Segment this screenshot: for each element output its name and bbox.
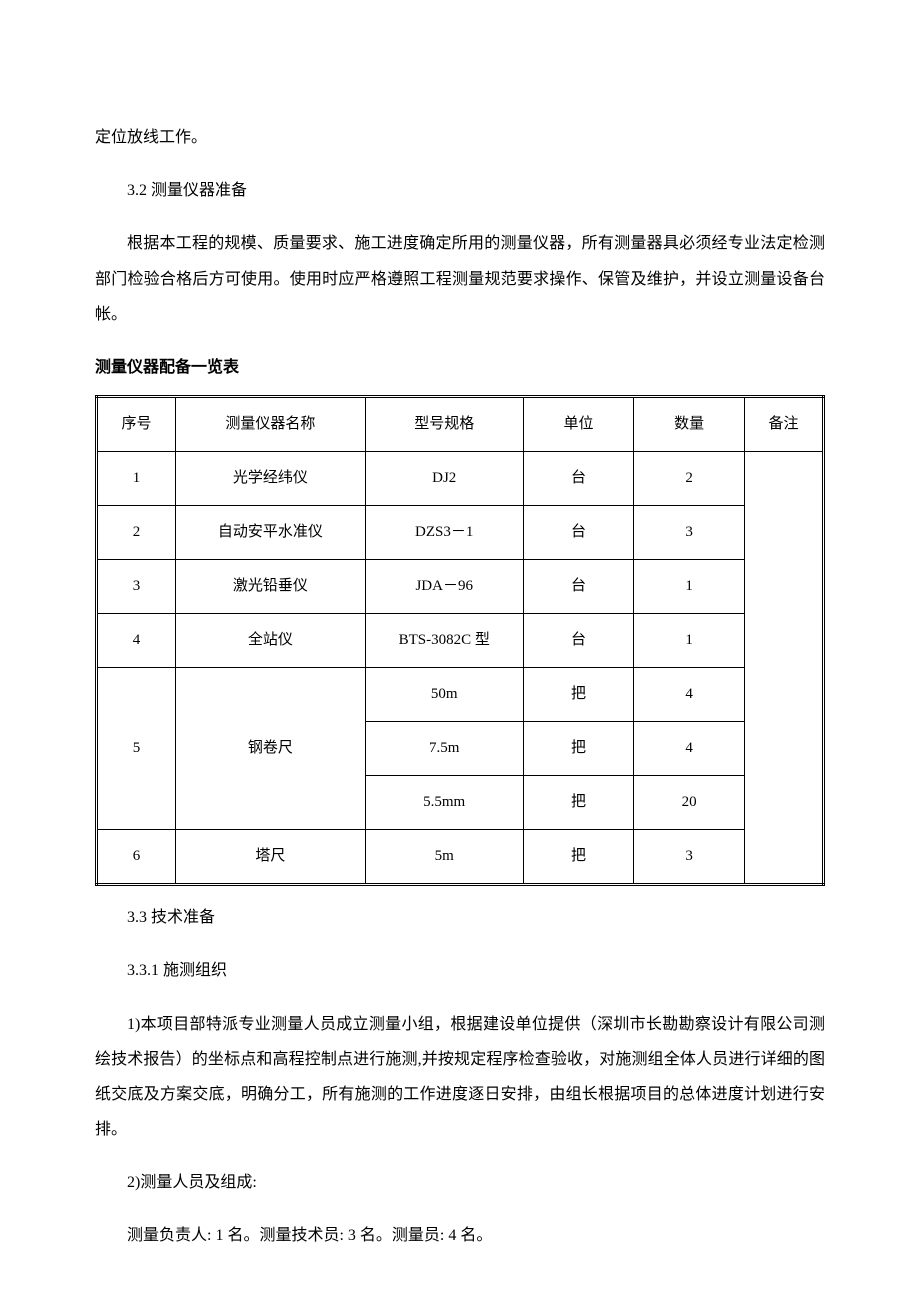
cell: 全站仪 — [176, 614, 366, 668]
paragraph: 2)测量人员及组成: — [95, 1165, 825, 1200]
cell: 3 — [634, 830, 745, 885]
cell: 台 — [523, 506, 634, 560]
cell: DZS3－1 — [365, 506, 523, 560]
table-header-row: 序号 测量仪器名称 型号规格 单位 数量 备注 — [97, 397, 824, 452]
header-cell: 测量仪器名称 — [176, 397, 366, 452]
cell: 50m — [365, 668, 523, 722]
table-row: 2 自动安平水准仪 DZS3－1 台 3 — [97, 506, 824, 560]
paragraph: 测量负责人: 1 名。测量技术员: 3 名。测量员: 4 名。 — [95, 1218, 825, 1253]
paragraph: 1)本项目部特派专业测量人员成立测量小组，根据建设单位提供（深圳市长勘勘察设计有… — [95, 1007, 825, 1148]
cell: 把 — [523, 776, 634, 830]
cell: 自动安平水准仪 — [176, 506, 366, 560]
cell: 7.5m — [365, 722, 523, 776]
table-row: 6 塔尺 5m 把 3 — [97, 830, 824, 885]
document-body: 定位放线工作。 3.2 测量仪器准备 根据本工程的规模、质量要求、施工进度确定所… — [95, 120, 825, 1254]
table-row: 3 激光铅垂仪 JDA－96 台 1 — [97, 560, 824, 614]
cell: 1 — [634, 614, 745, 668]
table-title: 测量仪器配备一览表 — [95, 350, 825, 385]
cell: BTS-3082C 型 — [365, 614, 523, 668]
cell: 4 — [634, 668, 745, 722]
cell: 塔尺 — [176, 830, 366, 885]
header-cell: 单位 — [523, 397, 634, 452]
cell: JDA－96 — [365, 560, 523, 614]
cell: 3 — [97, 560, 176, 614]
cell: 钢卷尺 — [176, 668, 366, 830]
cell: 20 — [634, 776, 745, 830]
cell: 3 — [634, 506, 745, 560]
cell: 把 — [523, 830, 634, 885]
cell: 4 — [634, 722, 745, 776]
header-cell: 数量 — [634, 397, 745, 452]
cell: 1 — [97, 452, 176, 506]
section-heading: 3.3.1 施测组织 — [95, 953, 825, 988]
header-cell: 序号 — [97, 397, 176, 452]
cell: 5.5mm — [365, 776, 523, 830]
header-cell: 备注 — [744, 397, 823, 452]
table-row: 1 光学经纬仪 DJ2 台 2 — [97, 452, 824, 506]
cell: 5 — [97, 668, 176, 830]
cell: 台 — [523, 560, 634, 614]
cell: DJ2 — [365, 452, 523, 506]
cell: 4 — [97, 614, 176, 668]
cell: 台 — [523, 452, 634, 506]
cell: 台 — [523, 614, 634, 668]
header-cell: 型号规格 — [365, 397, 523, 452]
table-row: 4 全站仪 BTS-3082C 型 台 1 — [97, 614, 824, 668]
cell — [744, 452, 823, 885]
cell: 把 — [523, 668, 634, 722]
cell: 光学经纬仪 — [176, 452, 366, 506]
cell: 5m — [365, 830, 523, 885]
paragraph: 定位放线工作。 — [95, 120, 825, 155]
paragraph: 根据本工程的规模、质量要求、施工进度确定所用的测量仪器，所有测量器具必须经专业法… — [95, 226, 825, 332]
section-heading: 3.2 测量仪器准备 — [95, 173, 825, 208]
cell: 2 — [634, 452, 745, 506]
cell: 激光铅垂仪 — [176, 560, 366, 614]
section-heading: 3.3 技术准备 — [95, 900, 825, 935]
cell: 6 — [97, 830, 176, 885]
cell: 把 — [523, 722, 634, 776]
instrument-table: 序号 测量仪器名称 型号规格 单位 数量 备注 1 光学经纬仪 DJ2 台 2 … — [95, 395, 825, 886]
cell: 2 — [97, 506, 176, 560]
cell: 1 — [634, 560, 745, 614]
table-row: 5 钢卷尺 50m 把 4 — [97, 668, 824, 722]
